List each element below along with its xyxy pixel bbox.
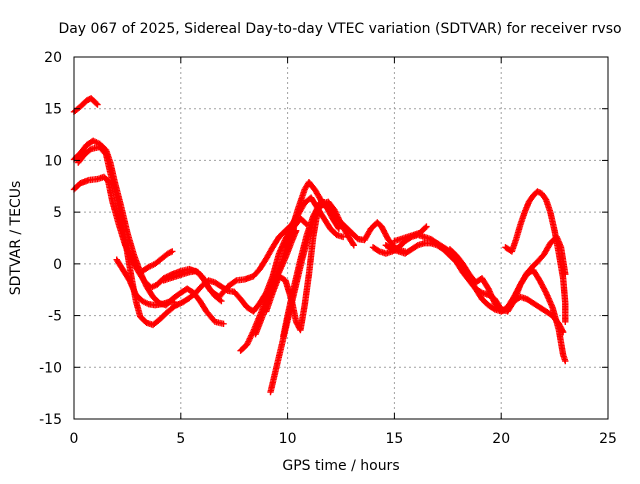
- data-points: [70, 95, 569, 396]
- data-marker: [422, 224, 429, 231]
- data-marker: [216, 296, 224, 304]
- y-tick-label: 5: [53, 205, 62, 221]
- plot-border: [73, 56, 609, 420]
- data-marker: [349, 240, 357, 248]
- data-series-arc-n: [391, 223, 430, 245]
- data-point: [171, 298, 178, 306]
- data-series-arc-p: [446, 246, 567, 336]
- x-tick-label: 10: [279, 431, 297, 447]
- data-point: [220, 320, 227, 328]
- data-point: [339, 233, 347, 241]
- data-point: [169, 248, 176, 255]
- y-tick-label: 20: [44, 50, 62, 66]
- data-series-arc-g: [160, 267, 225, 305]
- data-marker: [223, 286, 230, 294]
- data-point: [335, 225, 343, 232]
- data-point: [218, 297, 225, 305]
- x-tick-label: 20: [492, 431, 510, 447]
- data-marker: [559, 327, 566, 334]
- y-tick-label: -10: [39, 360, 62, 376]
- data-series-arc-e: [139, 248, 176, 275]
- chart-title: Day 067 of 2025, Sidereal Day-to-day VTE…: [58, 21, 621, 37]
- x-tick-label: 5: [176, 431, 185, 447]
- x-tick-label: 15: [385, 431, 403, 447]
- data-marker: [231, 278, 239, 285]
- data-series-arc-d: [75, 143, 409, 329]
- data-marker: [334, 224, 342, 231]
- data-series-arc-f: [113, 256, 178, 309]
- y-tick-label: 0: [53, 257, 62, 273]
- axis-ticks: 0 5 10 15 20 25 -15 -10 -5 0 5 10 15 20: [39, 50, 617, 447]
- data-marker: [477, 288, 484, 296]
- data-marker: [374, 247, 382, 254]
- y-tick-label: 15: [44, 102, 62, 118]
- data-point: [94, 101, 101, 108]
- data-series-arc-a: [70, 95, 101, 116]
- data-point: [423, 223, 430, 230]
- x-axis-label: GPS time / hours: [282, 458, 399, 474]
- data-point: [559, 328, 567, 336]
- y-axis-label: SDTVAR / TECUs: [8, 181, 24, 296]
- data-marker: [93, 100, 100, 107]
- data-series-arc-l: [280, 200, 343, 340]
- grid: [74, 57, 608, 419]
- data-marker: [413, 242, 420, 250]
- x-tick-label: 0: [70, 431, 79, 447]
- y-tick-label: -5: [48, 309, 62, 325]
- y-tick-label: -15: [39, 412, 62, 428]
- data-point: [562, 318, 569, 325]
- x-tick-label: 25: [599, 431, 617, 447]
- y-tick-label: 10: [44, 153, 62, 169]
- data-point: [350, 242, 358, 249]
- data-series-arc-b: [70, 137, 227, 328]
- data-marker: [387, 245, 395, 252]
- data-series-arc-q: [502, 188, 569, 325]
- data-point: [562, 357, 569, 365]
